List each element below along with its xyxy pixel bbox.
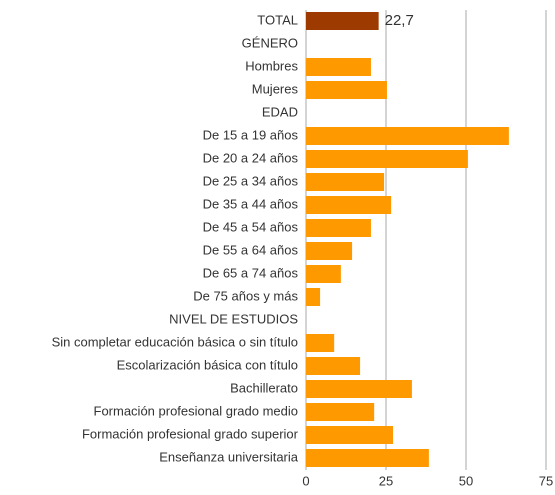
bar <box>306 219 371 237</box>
value-label: 22,7 <box>385 12 414 29</box>
bar <box>306 58 371 76</box>
bar <box>306 196 392 214</box>
y-tick-label: De 45 a 54 años <box>203 219 299 234</box>
bar <box>306 173 385 191</box>
y-tick-label: De 75 años y más <box>193 288 298 303</box>
bar <box>306 357 361 375</box>
bar <box>306 12 379 30</box>
bar <box>306 150 468 168</box>
bar <box>306 449 429 467</box>
y-tick-label: De 15 a 19 años <box>203 127 299 142</box>
y-tick-label: Mujeres <box>252 81 299 96</box>
bar <box>306 265 341 283</box>
y-tick-label: Sin completar educación básica o sin tít… <box>52 334 298 349</box>
x-tick-label: 75 <box>539 473 553 488</box>
y-tick-label: Hombres <box>245 58 298 73</box>
y-tick-label: Formación profesional grado medio <box>94 403 299 418</box>
bar <box>306 242 353 260</box>
bar <box>306 127 509 145</box>
y-tick-label: De 20 a 24 años <box>203 150 299 165</box>
bar <box>306 81 387 99</box>
bar <box>306 288 321 306</box>
y-tick-label: De 35 a 44 años <box>203 196 299 211</box>
y-tick-label: TOTAL <box>257 12 298 27</box>
y-tick-label: De 55 a 64 años <box>203 242 299 257</box>
y-tick-label: Bachillerato <box>230 380 298 395</box>
x-tick-label: 25 <box>379 473 393 488</box>
y-tick-label: EDAD <box>262 104 298 119</box>
x-tick-label: 0 <box>302 473 309 488</box>
bar <box>306 403 375 421</box>
x-tick-label: 50 <box>459 473 473 488</box>
bar <box>306 334 335 352</box>
y-tick-label: Formación profesional grado superior <box>82 426 299 441</box>
y-tick-label: De 65 a 74 años <box>203 265 299 280</box>
y-tick-label: De 25 a 34 años <box>203 173 299 188</box>
bar <box>306 426 394 444</box>
y-tick-label: Enseñanza universitaria <box>159 449 299 464</box>
y-tick-label: Escolarización básica con título <box>117 357 298 372</box>
y-tick-label: GÉNERO <box>242 35 298 50</box>
y-tick-label: NIVEL DE ESTUDIOS <box>169 311 298 326</box>
bar <box>306 380 412 398</box>
